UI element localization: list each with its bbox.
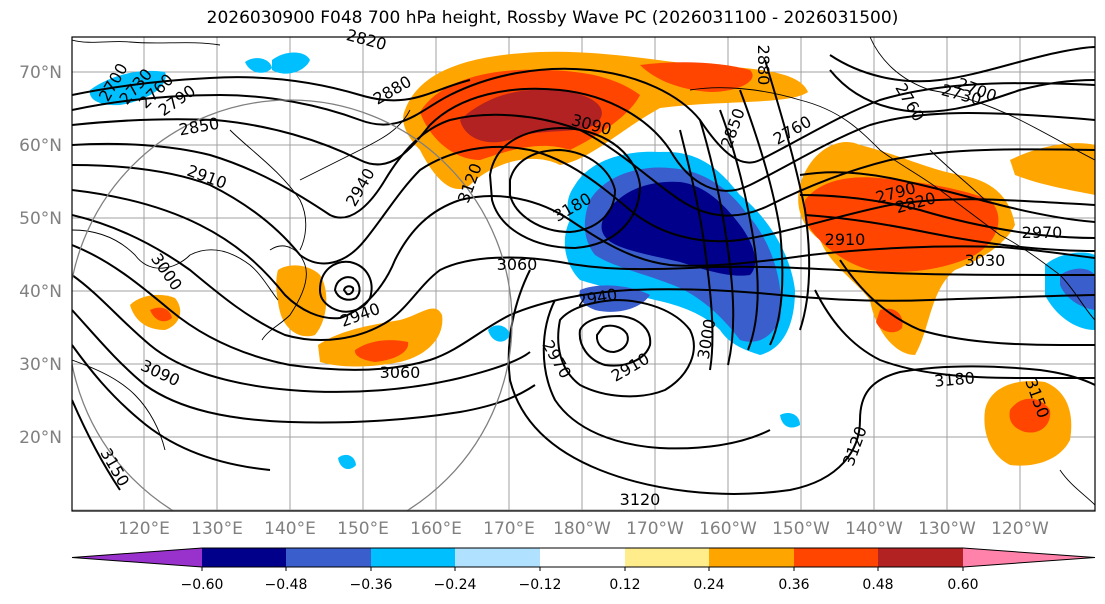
contour-label: 3030 xyxy=(965,251,1006,270)
colorbar-tick-label: −0.60 xyxy=(181,577,224,593)
lat-label: 50°N xyxy=(19,209,62,229)
lon-label: 160°W xyxy=(699,519,757,539)
colorbar-bin xyxy=(371,548,455,567)
colorbar-bin xyxy=(455,548,540,567)
lat-label: 30°N xyxy=(19,355,62,375)
lon-label: 140°W xyxy=(845,519,903,539)
lon-label: 160°E xyxy=(410,519,462,539)
contour-label: 3060 xyxy=(497,255,538,274)
colorbar-tick-label: −0.48 xyxy=(265,577,308,593)
colorbar-tick-label: −0.36 xyxy=(350,577,393,593)
lon-label: 120°E xyxy=(118,519,170,539)
lon-label: 130°E xyxy=(191,519,243,539)
lon-label: 150°W xyxy=(772,519,830,539)
colorbar-bin xyxy=(625,548,709,567)
lat-label: 70°N xyxy=(19,63,62,83)
colorbar-tick-label: 0.12 xyxy=(609,577,640,593)
colorbar-tick-label: −0.24 xyxy=(434,577,477,593)
contour-label: 2910 xyxy=(825,230,866,249)
lat-label: 60°N xyxy=(19,136,62,156)
colorbar-extension-high xyxy=(963,548,1095,567)
lon-label: 170°E xyxy=(483,519,535,539)
latitude-labels: 70°N 60°N 50°N 40°N 30°N 20°N xyxy=(19,63,62,448)
colorbar-tick-label: 0.60 xyxy=(947,577,978,593)
lon-label: 180°W xyxy=(553,519,611,539)
contour-label: 2970 xyxy=(1022,223,1063,242)
colorbar-tick-label: −0.12 xyxy=(519,577,562,593)
lon-label: 170°W xyxy=(626,519,684,539)
colorbar xyxy=(72,548,1095,571)
colorbar-bin xyxy=(878,548,963,567)
map-figure: 2700 2730 2760 2790 2850 2910 2940 2880 … xyxy=(0,0,1105,604)
colorbar-tick-label: 0.36 xyxy=(778,577,809,593)
colorbar-bin xyxy=(286,548,371,567)
colorbar-tick-label: 0.24 xyxy=(693,577,724,593)
lon-label: 140°E xyxy=(264,519,316,539)
lon-label: 150°E xyxy=(337,519,389,539)
colorbar-bin xyxy=(794,548,878,567)
contour-label: 2880 xyxy=(754,45,773,86)
lat-label: 20°N xyxy=(19,428,62,448)
lon-label: 130°W xyxy=(918,519,976,539)
longitude-labels: 120°E 130°E 140°E 150°E 160°E 170°E 180°… xyxy=(118,519,1049,539)
colorbar-ticks: −0.60 −0.48 −0.36 −0.24 −0.12 0.12 0.24 … xyxy=(181,577,979,593)
colorbar-extension-low xyxy=(72,548,202,567)
colorbar-bin xyxy=(709,548,794,567)
contour-label: 3120 xyxy=(620,490,661,509)
contour-label: 3180 xyxy=(933,368,975,390)
colorbar-tick-label: 0.48 xyxy=(862,577,893,593)
lon-label: 120°W xyxy=(991,519,1049,539)
colorbar-bin xyxy=(540,548,625,567)
lat-label: 40°N xyxy=(19,282,62,302)
contour-label: 3060 xyxy=(380,363,421,382)
colorbar-bin xyxy=(202,548,286,567)
